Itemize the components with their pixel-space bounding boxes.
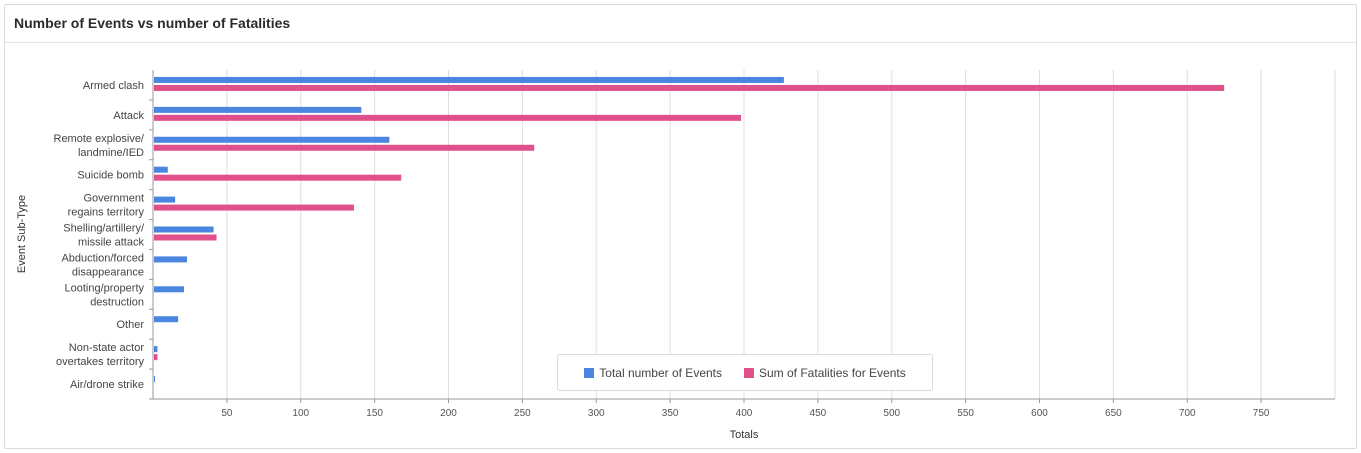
category-label: Looting/property	[65, 282, 145, 294]
legend-item-fatalities[interactable]: Sum of Fatalities for Events	[744, 366, 906, 380]
y-axis-title: Event Sub-Type	[16, 195, 28, 273]
bar-events	[154, 256, 187, 263]
category-label: destruction	[90, 296, 144, 308]
category-label: Remote explosive/	[54, 133, 145, 145]
category-label: Armed clash	[83, 80, 144, 92]
bar-events	[154, 166, 168, 173]
category-label: disappearance	[72, 266, 144, 278]
x-tick-label: 650	[1105, 408, 1122, 419]
category-label: landmine/IED	[78, 147, 144, 159]
panel-header: Number of Events vs number of Fatalities	[5, 5, 1356, 43]
x-tick-label: 750	[1253, 408, 1270, 419]
x-tick-label: 700	[1179, 408, 1196, 419]
category-label: overtakes territory	[56, 356, 145, 368]
x-tick-label: 250	[514, 408, 531, 419]
bar-events	[154, 376, 155, 383]
x-axis-title: Totals	[730, 429, 759, 441]
x-tick-label: 100	[292, 408, 309, 419]
bar-fatalities	[154, 114, 742, 121]
x-tick-label: 200	[440, 408, 457, 419]
x-tick-label: 600	[1031, 408, 1048, 419]
category-label: regains territory	[68, 207, 145, 219]
x-tick-label: 550	[957, 408, 974, 419]
legend-swatch-events	[584, 367, 595, 378]
legend: Total number of Events Sum of Fatalities…	[557, 354, 933, 391]
legend-swatch-fatalities	[744, 367, 754, 378]
bar-events	[154, 106, 362, 113]
bar-fatalities	[154, 144, 535, 151]
x-tick-label: 400	[736, 408, 753, 419]
category-label: Non-state actor	[69, 342, 145, 354]
x-tick-label: 300	[588, 408, 605, 419]
bar-events	[154, 226, 214, 233]
category-label: Shelling/artillery/	[63, 223, 145, 235]
category-label: Abduction/forced	[61, 252, 144, 264]
bar-fatalities	[154, 234, 217, 241]
category-label: Air/drone strike	[70, 379, 144, 391]
bar-fatalities	[154, 204, 354, 211]
chart-title: Number of Events vs number of Fatalities	[14, 15, 291, 31]
legend-label-fatalities: Sum of Fatalities for Events	[759, 365, 906, 380]
x-tick-label: 50	[221, 408, 233, 419]
legend-label-events: Total number of Events	[599, 365, 722, 380]
bar-events	[154, 76, 784, 83]
category-label: Suicide bomb	[77, 170, 144, 182]
bar-events	[154, 136, 390, 143]
bar-events	[154, 346, 158, 353]
x-tick-label: 150	[366, 408, 383, 419]
x-tick-label: 350	[662, 408, 679, 419]
category-label: Government	[83, 193, 144, 205]
x-tick-label: 500	[883, 408, 900, 419]
bar-events	[154, 316, 179, 323]
bar-events	[154, 286, 185, 293]
bar-fatalities	[154, 174, 402, 181]
bar-fatalities	[154, 84, 1225, 91]
category-label: missile attack	[78, 237, 145, 249]
bar-events	[154, 196, 176, 203]
category-label: Other	[116, 319, 144, 331]
bar-fatalities	[154, 354, 158, 361]
x-tick-label: 450	[810, 408, 827, 419]
legend-item-events[interactable]: Total number of Events	[584, 366, 722, 380]
category-label: Attack	[113, 110, 144, 122]
